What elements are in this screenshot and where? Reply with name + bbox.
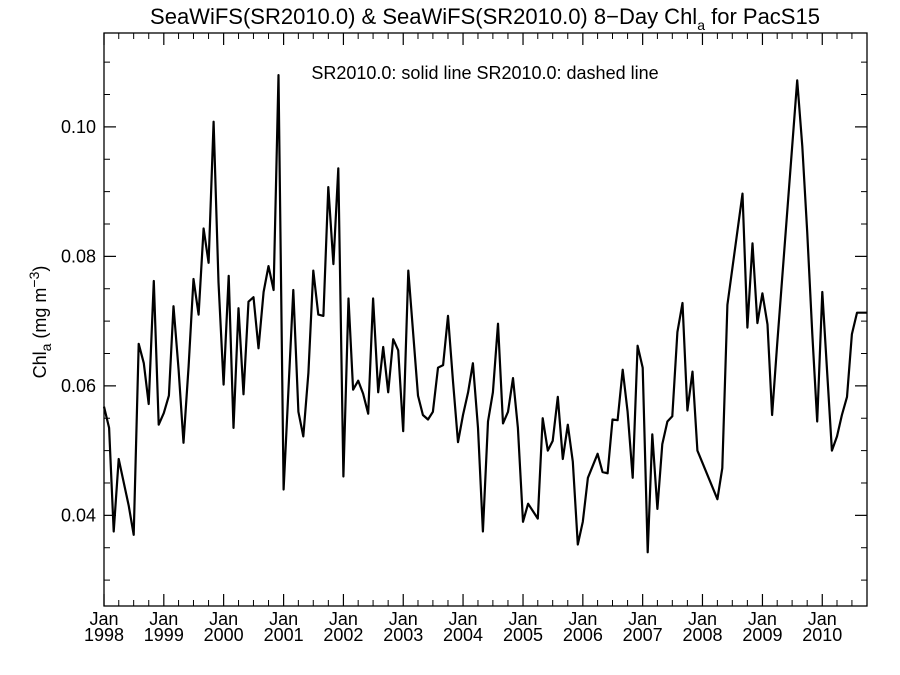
y-axis-label-superscript: −3 [26, 271, 42, 287]
x-tick-year-label: 2008 [682, 625, 722, 645]
x-tick-month-label: Jan [748, 609, 777, 629]
x-tick-year-label: 2010 [802, 625, 842, 645]
x-tick-year-label: 2000 [204, 625, 244, 645]
x-tick-year-label: 2002 [323, 625, 363, 645]
chart-title-suffix: for PacS15 [705, 4, 820, 29]
y-axis-label-main: Chl [30, 351, 50, 378]
chart-title-main: SeaWiFS(SR2010.0) & SeaWiFS(SR2010.0) 8−… [150, 4, 697, 29]
x-tick-month-label: Jan [568, 609, 597, 629]
y-axis-label-subscript: a [38, 343, 54, 351]
y-tick-label: 0.04 [61, 505, 96, 525]
x-tick-month-label: Jan [449, 609, 478, 629]
y-tick-label: 0.10 [61, 117, 96, 137]
x-axis-ticks: Jan1998Jan1999Jan2000Jan2001Jan2002Jan20… [84, 33, 853, 645]
x-tick-month-label: Jan [628, 609, 657, 629]
x-tick-month-label: Jan [389, 609, 418, 629]
chart-title-subscript: a [697, 17, 705, 33]
x-tick-year-label: 2001 [264, 625, 304, 645]
x-tick-year-label: 2004 [443, 625, 483, 645]
x-tick-month-label: Jan [808, 609, 837, 629]
x-tick-month-label: Jan [269, 609, 298, 629]
x-tick-month-label: Jan [89, 609, 118, 629]
y-axis-ticks: 0.04 0.06 0.08 0.10 [61, 61, 867, 581]
y-tick-label: 0.06 [61, 376, 96, 396]
x-tick-year-label: 2007 [623, 625, 663, 645]
y-tick-label: 0.08 [61, 246, 96, 266]
x-tick-year-label: 2003 [383, 625, 423, 645]
series-layer [102, 73, 867, 554]
x-tick-year-label: 2005 [503, 625, 543, 645]
x-tick-year-label: 1999 [144, 625, 184, 645]
x-tick-month-label: Jan [329, 609, 358, 629]
x-tick-year-label: 2006 [563, 625, 603, 645]
x-tick-month-label: Jan [688, 609, 717, 629]
x-tick-month-label: Jan [209, 609, 238, 629]
y-axis-label: Chla (mg m−3) [26, 266, 54, 379]
x-tick-year-label: 1998 [84, 625, 124, 645]
x-tick-month-label: Jan [149, 609, 178, 629]
y-axis-label-units: (mg m [30, 288, 50, 344]
x-tick-month-label: Jan [509, 609, 538, 629]
chart-annotation: SR2010.0: solid line SR2010.0: dashed li… [311, 63, 658, 83]
plot-frame [103, 32, 868, 607]
x-tick-year-label: 2009 [742, 625, 782, 645]
chart-title: SeaWiFS(SR2010.0) & SeaWiFS(SR2010.0) 8−… [150, 4, 820, 33]
series-line-0 [102, 73, 867, 554]
y-axis-label-close: ) [30, 266, 50, 272]
